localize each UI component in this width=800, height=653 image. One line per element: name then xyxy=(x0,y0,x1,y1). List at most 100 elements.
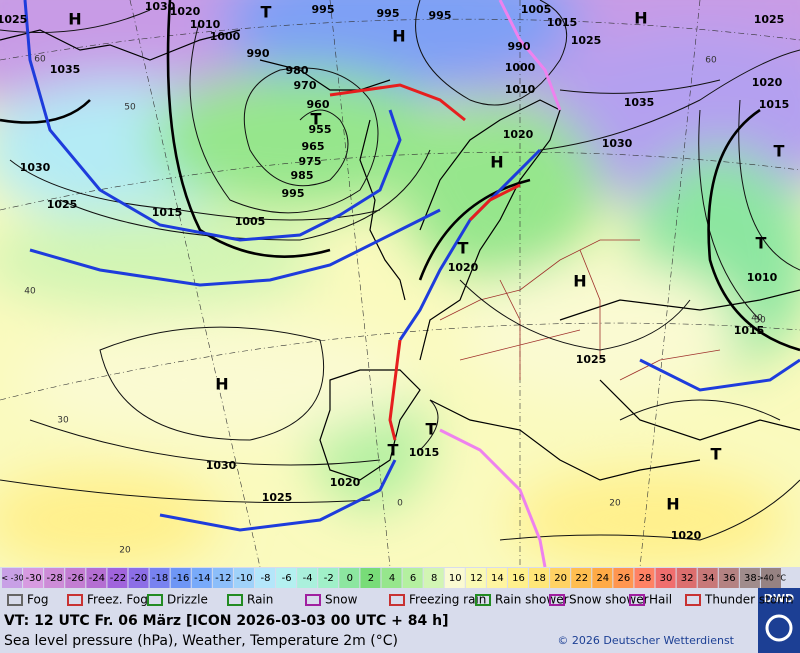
isobar-label: 1005 xyxy=(521,3,552,16)
temp-swatch xyxy=(613,568,634,588)
isobar-label: 955 xyxy=(309,123,332,136)
temp-swatch xyxy=(23,568,44,588)
isobar-label: 1010 xyxy=(190,18,221,31)
weather-label: Drizzle xyxy=(167,593,208,607)
temp-label: -10 xyxy=(236,573,252,584)
isobar-label: 1010 xyxy=(505,83,536,96)
logo-box xyxy=(758,588,800,653)
logo-icon xyxy=(765,614,793,642)
temp-label: -24 xyxy=(89,573,105,584)
pressure-center: H xyxy=(666,495,679,514)
temp-swatch xyxy=(571,568,592,588)
pressure-center: T xyxy=(458,239,469,258)
weather-symbol xyxy=(227,594,243,606)
temp-label: -12 xyxy=(215,573,231,584)
pressure-center: T xyxy=(756,234,767,253)
temp-swatch xyxy=(276,568,297,588)
temp-swatch xyxy=(107,568,128,588)
temp-swatch xyxy=(529,568,550,588)
temp-swatch xyxy=(697,568,718,588)
isobar-label: 1035 xyxy=(50,63,81,76)
temp-label: 10 xyxy=(449,573,462,584)
temp-label: 38 xyxy=(744,573,757,584)
temp-label: 2 xyxy=(368,573,374,584)
pressure-center: T xyxy=(311,110,322,129)
temp-swatch xyxy=(339,568,360,588)
temp-swatch xyxy=(65,568,86,588)
isobar-label: 1020 xyxy=(330,476,361,489)
temp-label: 8 xyxy=(431,573,437,584)
temp-swatch xyxy=(44,568,65,588)
temp-swatch xyxy=(444,568,465,588)
temp-label: -14 xyxy=(194,573,210,584)
isobar-label: 1020 xyxy=(752,76,783,89)
temp-label: 0 xyxy=(347,573,353,584)
temp-label: 6 xyxy=(410,573,416,584)
pressure-center: T xyxy=(261,3,272,22)
isobar-label: 1020 xyxy=(671,529,702,542)
temp-label: 16 xyxy=(512,573,525,584)
temp-swatch xyxy=(655,568,676,588)
weather-label: Hail xyxy=(649,593,672,607)
weather-symbol xyxy=(685,594,701,606)
temperature-label: 0 xyxy=(397,499,403,509)
temp-label: 34 xyxy=(702,573,715,584)
weather-symbol xyxy=(67,594,83,606)
temp-label: 14 xyxy=(491,573,504,584)
isobar-label: 1000 xyxy=(210,30,241,43)
weather-symbol xyxy=(147,594,163,606)
isobar-label: 960 xyxy=(307,98,330,111)
temp-swatch xyxy=(318,568,339,588)
pressure-center: T xyxy=(711,445,722,464)
map: 1025103010201010100099098097096095596597… xyxy=(0,0,800,567)
temp-swatch xyxy=(718,568,739,588)
temp-label: -6 xyxy=(282,573,292,584)
pressure-center: T xyxy=(388,441,399,460)
isobar-label: 995 xyxy=(429,9,452,22)
temp-swatch xyxy=(676,568,697,588)
isobar-label: 1020 xyxy=(503,128,534,141)
temp-swatch xyxy=(233,568,254,588)
temp-label: -20 xyxy=(131,573,147,584)
pressure-center: H xyxy=(634,9,647,28)
temp-label: -22 xyxy=(110,573,126,584)
temp-swatch xyxy=(760,568,781,588)
isobar-label: 975 xyxy=(299,155,322,168)
temp-swatch xyxy=(86,568,107,588)
temp-swatch xyxy=(149,568,170,588)
valid-time: VT: 12 UTC Fr. 06 März [ICON 2026-03-03 … xyxy=(4,613,449,629)
weather-label: Freezing rain xyxy=(409,593,486,607)
isobar-label: 1020 xyxy=(170,5,201,18)
isobar-label: 995 xyxy=(377,7,400,20)
temp-label: 22 xyxy=(575,573,588,584)
weather-symbol xyxy=(389,594,405,606)
temp-swatch xyxy=(254,568,276,588)
temp-label: 18 xyxy=(533,573,546,584)
temp-label: -4 xyxy=(303,573,313,584)
temperature-label: 30 xyxy=(754,316,766,326)
temperature-label: 20 xyxy=(609,499,621,509)
isobar-label: 1005 xyxy=(235,215,266,228)
pressure-center: H xyxy=(68,10,81,29)
temp-swatch xyxy=(507,568,529,588)
temp-label: -30 xyxy=(25,573,41,584)
temp-swatch xyxy=(212,568,233,588)
isobar-label: 1015 xyxy=(734,324,765,337)
temp-label: -8 xyxy=(261,573,271,584)
isobar-label: 1030 xyxy=(602,137,633,150)
temperature-label: 30 xyxy=(57,416,69,426)
weather-symbol xyxy=(305,594,321,606)
temp-swatch xyxy=(423,568,444,588)
isobar-label: 1025 xyxy=(262,491,293,504)
temp-swatch xyxy=(128,568,149,588)
weather-label: Snow shower xyxy=(569,593,649,607)
temperature-label: 20 xyxy=(119,546,131,556)
copyright: © 2026 Deutscher Wetterdienst xyxy=(557,634,734,647)
weather-label: Thunder storm xyxy=(704,593,794,607)
temp-label: 20 xyxy=(554,573,567,584)
temp-label: -18 xyxy=(152,573,168,584)
isobar-label: 1015 xyxy=(152,206,183,219)
temp-label: 24 xyxy=(596,573,609,584)
temp-swatch xyxy=(550,568,571,588)
isobar-label: 1025 xyxy=(571,34,602,47)
